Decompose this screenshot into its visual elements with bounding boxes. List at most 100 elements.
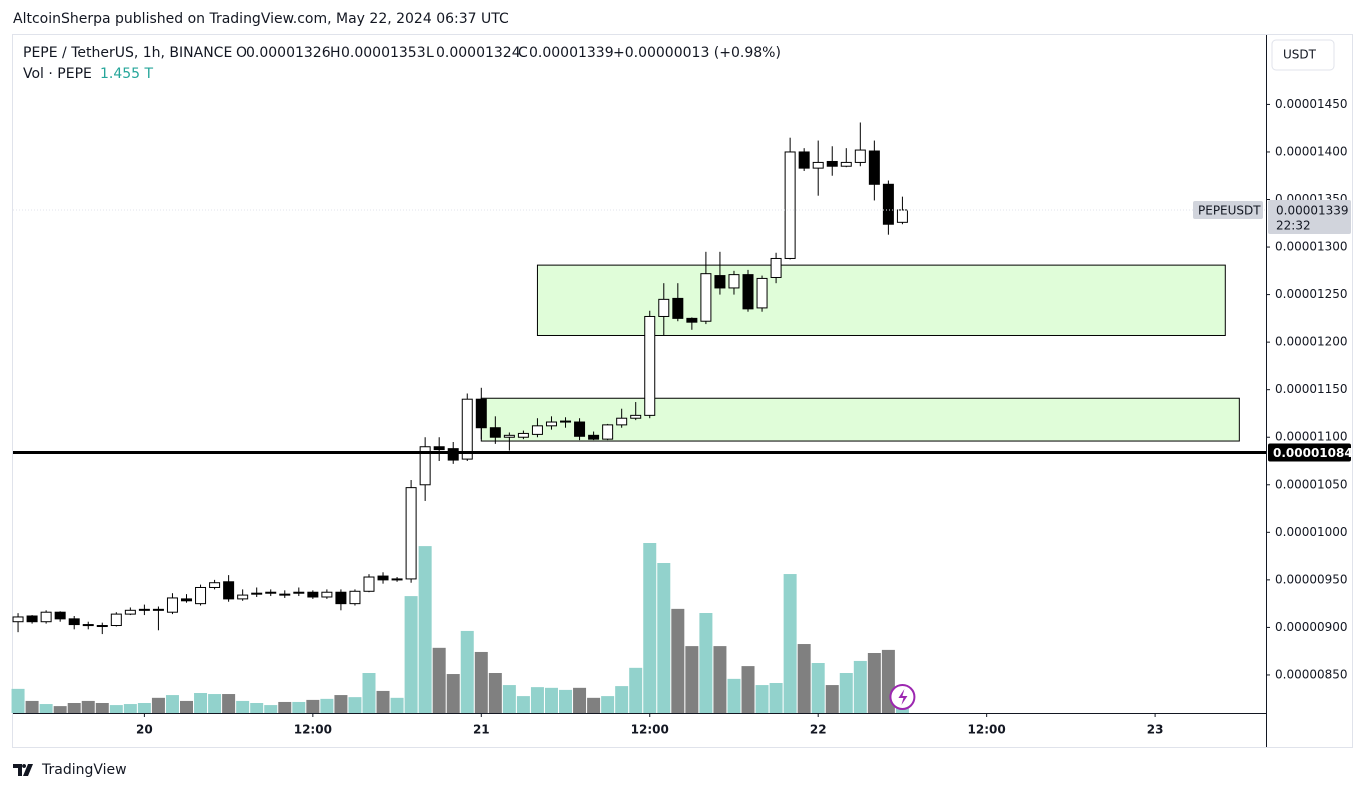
volume-bar bbox=[867, 653, 881, 713]
candle-body bbox=[854, 149, 866, 163]
low-value: 0.00001324 bbox=[436, 45, 521, 61]
candle-body bbox=[405, 487, 417, 580]
volume-bar bbox=[587, 697, 601, 713]
y-tick-label: 0.00001150 bbox=[1275, 382, 1348, 396]
candle-body bbox=[475, 398, 487, 429]
volume-bar bbox=[376, 690, 390, 713]
currency-button[interactable] bbox=[1271, 39, 1335, 71]
candle-body bbox=[545, 421, 557, 427]
volume-bar bbox=[165, 695, 179, 713]
volume-bar bbox=[123, 704, 137, 713]
zone bbox=[480, 397, 1240, 442]
candle-body bbox=[742, 274, 754, 310]
volume-bar bbox=[699, 613, 713, 713]
countdown: 22:32 bbox=[1276, 218, 1311, 232]
volume-bar bbox=[81, 700, 95, 713]
candle-body bbox=[96, 625, 108, 628]
close-value: 0.00001339 bbox=[529, 45, 614, 61]
y-tick-label: 0.00001050 bbox=[1275, 477, 1348, 491]
snapshot-bolt bbox=[898, 689, 908, 705]
y-tick-label: 0.00001250 bbox=[1275, 287, 1348, 301]
candle-body bbox=[377, 575, 389, 581]
candle-body bbox=[363, 576, 375, 592]
change: +0.00000013 (+0.98%) bbox=[613, 45, 781, 61]
volume-bar bbox=[222, 694, 236, 713]
candle-body bbox=[503, 434, 515, 438]
candle-body bbox=[124, 609, 136, 615]
volume-bar bbox=[685, 646, 699, 713]
candle-body bbox=[630, 414, 642, 419]
brand: TradingView bbox=[41, 762, 127, 778]
volume-bar bbox=[530, 687, 544, 713]
volume-bar bbox=[306, 699, 320, 713]
candle-body bbox=[265, 591, 277, 594]
volume-bar bbox=[432, 647, 446, 713]
volume-bar bbox=[559, 689, 573, 713]
candle-body bbox=[686, 317, 698, 323]
candle-body bbox=[26, 615, 38, 623]
volume-bar bbox=[446, 674, 460, 713]
volume-bar bbox=[755, 685, 769, 713]
volume-bar bbox=[825, 685, 839, 713]
volume-bar bbox=[797, 644, 811, 713]
volume-bar bbox=[629, 667, 643, 713]
candle-body bbox=[335, 591, 347, 605]
volume-name: Vol · PEPE bbox=[23, 66, 92, 82]
legend: PEPE / TetherUS, 1h, BINANCE O 0.0000132… bbox=[23, 45, 781, 82]
volume-bar bbox=[783, 574, 797, 713]
tradingview-logo: TradingView bbox=[13, 762, 127, 778]
volume-bar bbox=[25, 700, 39, 713]
volume-bar bbox=[404, 596, 418, 713]
y-tick-label: 0.00000950 bbox=[1275, 572, 1348, 586]
volume-bar bbox=[839, 673, 853, 713]
open-value: 0.00001326 bbox=[246, 45, 331, 61]
volume-bar bbox=[250, 703, 264, 713]
volume-bar bbox=[811, 663, 825, 713]
volume-bar bbox=[53, 706, 67, 713]
candle-body bbox=[574, 421, 586, 437]
candle-body bbox=[588, 434, 600, 440]
currency[interactable]: USDT bbox=[1283, 48, 1317, 62]
candle-body bbox=[40, 611, 52, 623]
candle-body bbox=[419, 446, 431, 486]
candle-body bbox=[461, 398, 473, 460]
y-tick-label: 0.00001100 bbox=[1275, 430, 1348, 444]
y-tick-label: 0.00000900 bbox=[1275, 620, 1348, 634]
candle-body bbox=[166, 597, 178, 613]
candle-body bbox=[840, 161, 852, 167]
volume-bar bbox=[544, 687, 558, 713]
candle-body bbox=[602, 424, 614, 440]
candle-body bbox=[531, 425, 543, 435]
candle-body bbox=[433, 446, 445, 451]
candle-body bbox=[489, 427, 501, 438]
candle-body bbox=[223, 581, 235, 600]
x-tick-label: 20 bbox=[136, 723, 153, 737]
candle-body bbox=[152, 608, 164, 611]
volume-bar bbox=[151, 697, 165, 713]
volume-bar bbox=[474, 651, 488, 713]
high-value: 0.00001353 bbox=[341, 45, 426, 61]
level-label: 0.00001084 bbox=[1273, 446, 1353, 460]
volume-bar bbox=[769, 683, 783, 713]
y-tick-label: 0.00001300 bbox=[1275, 240, 1348, 254]
candle-body bbox=[349, 590, 361, 605]
ticker-tag bbox=[1193, 200, 1263, 219]
candle-body bbox=[770, 257, 782, 278]
volume-bar bbox=[95, 703, 109, 713]
ticker-label: PEPEUSDT bbox=[1198, 203, 1261, 217]
candle-body bbox=[517, 432, 529, 438]
candle-body bbox=[237, 594, 249, 600]
volume-bar bbox=[11, 688, 25, 713]
candle-body bbox=[756, 277, 768, 309]
candle-body bbox=[447, 448, 459, 461]
candle-body bbox=[138, 608, 150, 611]
volume-bar bbox=[137, 703, 151, 713]
candle-body bbox=[12, 616, 24, 623]
volume-bar bbox=[460, 630, 474, 713]
ohlc-letter: C bbox=[518, 45, 528, 61]
candle-body bbox=[110, 613, 122, 627]
volume-bar bbox=[488, 673, 502, 713]
candle-body bbox=[700, 273, 712, 322]
candle-body bbox=[714, 275, 726, 289]
